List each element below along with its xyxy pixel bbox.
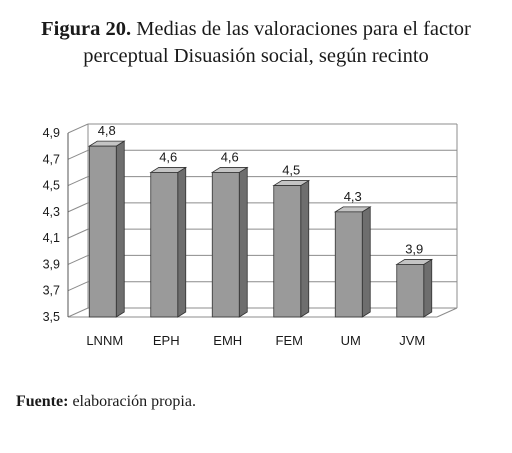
gridline-side <box>67 149 89 160</box>
data-label-emh: 4,6 <box>221 149 239 164</box>
bar-um <box>334 211 363 318</box>
gridline-side <box>67 176 89 187</box>
bar-lnnm <box>88 145 117 318</box>
bar-jvm <box>396 264 425 318</box>
bar-side-jvm <box>423 258 433 318</box>
source-text: elaboración propia. <box>72 393 196 410</box>
bar-side-lnnm <box>115 140 125 318</box>
bars-layer <box>87 140 434 318</box>
y-tick-label: 4,5 <box>43 179 60 193</box>
grid-layer <box>67 123 458 318</box>
data-label-um: 4,3 <box>344 189 362 204</box>
gridline-side <box>67 202 89 213</box>
bar-fem <box>273 185 302 318</box>
axis-layer: 3,5 3,7 3,9 4,1 4,3 4,5 4,7 4,9 <box>43 126 69 324</box>
source-label: Fuente: <box>16 393 69 410</box>
data-label-eph: 4,6 <box>159 149 177 164</box>
bar-side-um <box>361 206 371 318</box>
x-tick-label-fem: FEM <box>276 333 303 348</box>
y-tick-label: 3,7 <box>43 284 60 298</box>
bar-emh <box>211 172 240 318</box>
y-tick-label: 4,7 <box>43 152 60 166</box>
data-label-lnnm: 4,8 <box>98 123 116 138</box>
caption-title-part-1: Medias de las valoraciones para el facto… <box>136 18 471 40</box>
bar-side-eph <box>177 166 187 318</box>
x-tick-label-um: UM <box>341 333 361 348</box>
caption-label: Figura 20. <box>41 18 132 40</box>
x-tick-label-eph: EPH <box>153 333 180 348</box>
gridline-side <box>67 228 89 239</box>
caption-line-1: Figura 20. Medias de las valoraciones pa… <box>0 16 512 43</box>
y-tick-label: 3,9 <box>43 257 60 271</box>
y-tick-label: 4,3 <box>43 205 60 219</box>
source-note: Fuente: elaboración propia. <box>16 393 196 411</box>
labels-layer: 4,8 LNNM 4,6 EPH 4,6 EMH 4,5 FEM 4,3 UM 3,9 JVM <box>86 123 425 348</box>
caption-line-2: perceptual Disuasión social, según recin… <box>83 45 429 67</box>
x-tick-label-emh: EMH <box>213 333 242 348</box>
data-label-fem: 4,5 <box>282 163 300 178</box>
data-label-jvm: 3,9 <box>405 241 423 256</box>
y-tick-label: 4,9 <box>43 126 60 140</box>
figure-caption: Figura 20. Medias de las valoraciones pa… <box>0 16 512 70</box>
y-tick-label: 4,1 <box>43 231 60 245</box>
x-tick-label-lnnm: LNNM <box>86 333 123 348</box>
bar-eph <box>150 172 179 318</box>
gridline-side <box>67 123 89 134</box>
bar-side-fem <box>300 179 310 318</box>
bar-side-emh <box>238 166 248 318</box>
gridline-side <box>67 281 89 292</box>
x-tick-label-jvm: JVM <box>399 333 425 348</box>
y-tick-label: 3,5 <box>43 310 60 324</box>
floor-right-edge <box>436 307 458 318</box>
gridline-side <box>67 307 89 318</box>
gridline-side <box>67 254 89 265</box>
